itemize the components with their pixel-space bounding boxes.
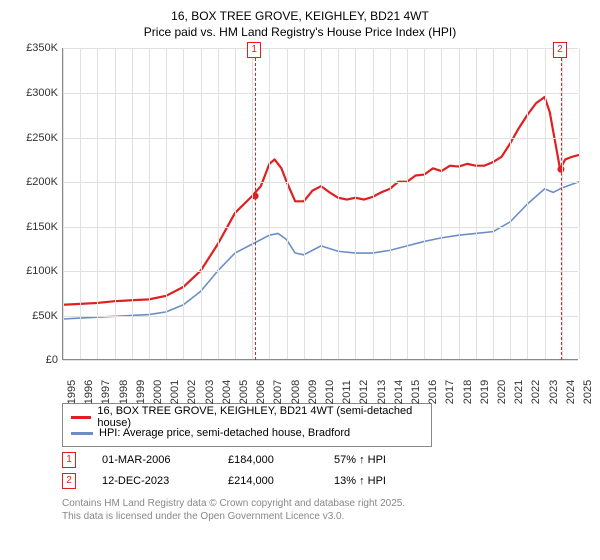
- annotation-date-2: 12-DEC-2023: [102, 475, 202, 487]
- y-axis-label: £0: [46, 354, 58, 366]
- legend-label-1: 16, BOX TREE GROVE, KEIGHLEY, BD21 4WT (…: [97, 405, 423, 429]
- y-axis-label: £250K: [26, 132, 58, 144]
- x-axis-label: 1995: [66, 380, 78, 404]
- annotation-row-1: 1 01-MAR-2006 £184,000 57% ↑ HPI: [62, 452, 588, 468]
- x-axis-label: 2016: [427, 380, 439, 404]
- x-axis-label: 2005: [238, 380, 250, 404]
- y-axis-label: £350K: [26, 42, 58, 54]
- annotation-marker-2: 2: [62, 473, 76, 489]
- annotation-delta-1: 57% ↑ HPI: [334, 454, 386, 466]
- chart-marker-1: 1: [247, 42, 261, 58]
- x-axis-label: 2006: [255, 380, 267, 404]
- x-axis-label: 2017: [444, 380, 456, 404]
- x-axis-label: 2024: [565, 380, 577, 404]
- x-axis-label: 2011: [341, 381, 353, 405]
- y-axis-label: £50K: [32, 310, 58, 322]
- x-axis-label: 2021: [513, 380, 525, 404]
- footer: Contains HM Land Registry data © Crown c…: [62, 497, 588, 523]
- x-axis-label: 2015: [410, 380, 422, 404]
- x-axis-label: 2000: [152, 380, 164, 404]
- x-axis-label: 2002: [186, 380, 198, 404]
- x-axis-label: 2025: [582, 380, 594, 404]
- annotation-price-1: £184,000: [228, 454, 308, 466]
- x-axis-label: 2014: [393, 380, 405, 404]
- plot-area: [62, 48, 578, 360]
- x-axis-label: 2020: [496, 380, 508, 404]
- y-axis-label: £150K: [26, 221, 58, 233]
- x-axis-label: 1996: [83, 380, 95, 404]
- annotation-delta-2: 13% ↑ HPI: [334, 475, 386, 487]
- x-axis-label: 2023: [548, 380, 560, 404]
- x-axis-label: 2004: [221, 380, 233, 404]
- chart-title: 16, BOX TREE GROVE, KEIGHLEY, BD21 4WT P…: [12, 8, 588, 40]
- legend-label-2: HPI: Average price, semi-detached house,…: [99, 427, 350, 439]
- annotation-marker-1: 1: [62, 452, 76, 468]
- x-axis-label: 2010: [324, 380, 336, 404]
- title-line-1: 16, BOX TREE GROVE, KEIGHLEY, BD21 4WT: [12, 8, 588, 24]
- x-axis-label: 2012: [358, 380, 370, 404]
- footer-line-1: Contains HM Land Registry data © Crown c…: [62, 497, 588, 510]
- legend-swatch-1: [71, 416, 91, 419]
- annotation-date-1: 01-MAR-2006: [102, 454, 202, 466]
- y-axis-label: £100K: [26, 265, 58, 277]
- x-axis-label: 2013: [376, 380, 388, 404]
- x-axis-label: 2008: [290, 380, 302, 404]
- annotation-row-2: 2 12-DEC-2023 £214,000 13% ↑ HPI: [62, 473, 588, 489]
- x-axis-label: 2007: [272, 380, 284, 404]
- x-axis-label: 2019: [479, 380, 491, 404]
- chart-area: £0£50K£100K£150K£200K£250K£300K£350K1995…: [12, 44, 588, 399]
- y-axis-label: £200K: [26, 176, 58, 188]
- x-axis-label: 2018: [462, 380, 474, 404]
- x-axis-label: 2001: [169, 380, 181, 404]
- y-axis-label: £300K: [26, 87, 58, 99]
- x-axis-label: 2009: [307, 380, 319, 404]
- x-axis-label: 2003: [204, 380, 216, 404]
- chart-marker-2: 2: [553, 42, 567, 58]
- x-axis-label: 1998: [118, 380, 130, 404]
- title-line-2: Price paid vs. HM Land Registry's House …: [12, 24, 588, 40]
- x-axis-label: 2022: [530, 380, 542, 404]
- x-axis-label: 1997: [100, 380, 112, 404]
- legend-item-1: 16, BOX TREE GROVE, KEIGHLEY, BD21 4WT (…: [71, 409, 423, 425]
- annotation-price-2: £214,000: [228, 475, 308, 487]
- x-axis-label: 1999: [135, 380, 147, 404]
- legend: 16, BOX TREE GROVE, KEIGHLEY, BD21 4WT (…: [62, 403, 432, 447]
- footer-line-2: This data is licensed under the Open Gov…: [62, 510, 588, 523]
- legend-swatch-2: [71, 432, 93, 435]
